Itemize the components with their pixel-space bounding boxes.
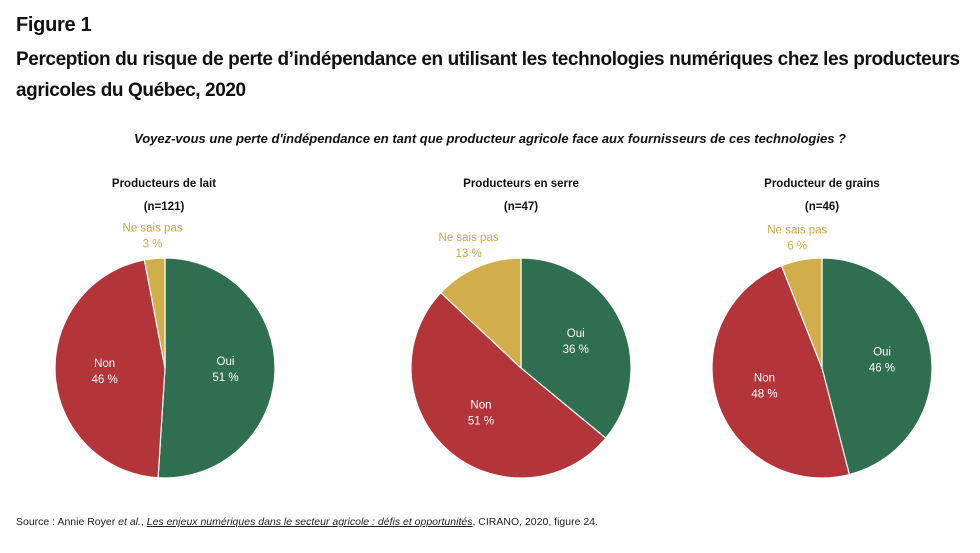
figure-label: Figure 1 bbox=[16, 14, 92, 36]
slice-label: Non bbox=[470, 399, 491, 411]
pie-title-lait: Producteurs de lait bbox=[111, 178, 217, 190]
slice-value-label: 3 % bbox=[143, 239, 163, 251]
pie-title-serre: Producteurs en serre bbox=[463, 178, 579, 190]
slice-label: Oui bbox=[873, 346, 891, 358]
slice-value-label: 6 % bbox=[787, 240, 807, 252]
pie-chart-serre: Oui 36 % Non 51 % Ne sais pas 13 % bbox=[410, 232, 632, 479]
survey-question: Voyez-vous une perte d'indépendance en t… bbox=[134, 131, 846, 146]
chart-title: Perception du risque de perte d’indépend… bbox=[16, 49, 960, 101]
pie-slice-oui bbox=[520, 257, 632, 439]
slice-value-label: 48 % bbox=[751, 389, 777, 401]
slice-label: Non bbox=[754, 373, 775, 385]
source-suffix: , CIRANO, 2020, figure 24. bbox=[472, 516, 598, 528]
source-note: Source : Annie Royer et al., Les enjeux … bbox=[16, 516, 598, 528]
slice-value-label: 46 % bbox=[92, 374, 118, 386]
slice-value-label: 46 % bbox=[869, 362, 895, 374]
pie-chart-lait: Oui 51 % Non 46 % Ne sais pas 3 % bbox=[54, 223, 276, 479]
pie-n-serre: (n=47) bbox=[503, 201, 539, 213]
pie-slice-non bbox=[54, 259, 166, 479]
slice-label: Ne sais pas bbox=[439, 232, 499, 244]
source-etal: et al. bbox=[118, 516, 141, 528]
slice-value-label: 51 % bbox=[468, 415, 494, 427]
slice-label: Oui bbox=[217, 356, 235, 368]
source-reference-link[interactable]: Les enjeux numériques dans le secteur ag… bbox=[146, 516, 473, 528]
slice-label: Oui bbox=[567, 328, 585, 340]
slice-label: Ne sais pas bbox=[767, 224, 827, 236]
pie-slice-non bbox=[410, 291, 607, 479]
pie-n-grains: (n=46) bbox=[804, 201, 840, 213]
pie-slice-oui bbox=[157, 257, 276, 479]
pie-title-grains: Producteur de grains bbox=[764, 178, 880, 190]
pie-chart-grains: Oui 46 % Non 48 % Ne sais pas 6 % bbox=[711, 224, 933, 479]
pie-slice-ne-sais-pas bbox=[439, 257, 522, 370]
source-sep: , bbox=[140, 516, 147, 528]
pie-n-lait: (n=121) bbox=[143, 201, 185, 213]
pie-slice-non bbox=[711, 264, 851, 479]
slice-value-label: 36 % bbox=[563, 344, 589, 356]
slice-label: Non bbox=[94, 358, 115, 370]
pie-slice-ne-sais-pas bbox=[780, 257, 823, 369]
pie-slice-ne-sais-pas bbox=[143, 257, 166, 369]
slice-value-label: 51 % bbox=[212, 372, 238, 384]
slice-value-label: 13 % bbox=[455, 248, 481, 260]
source-prefix: Source : Annie Royer bbox=[16, 516, 119, 528]
pie-slice-oui bbox=[821, 257, 933, 476]
slice-label: Ne sais pas bbox=[123, 223, 183, 235]
